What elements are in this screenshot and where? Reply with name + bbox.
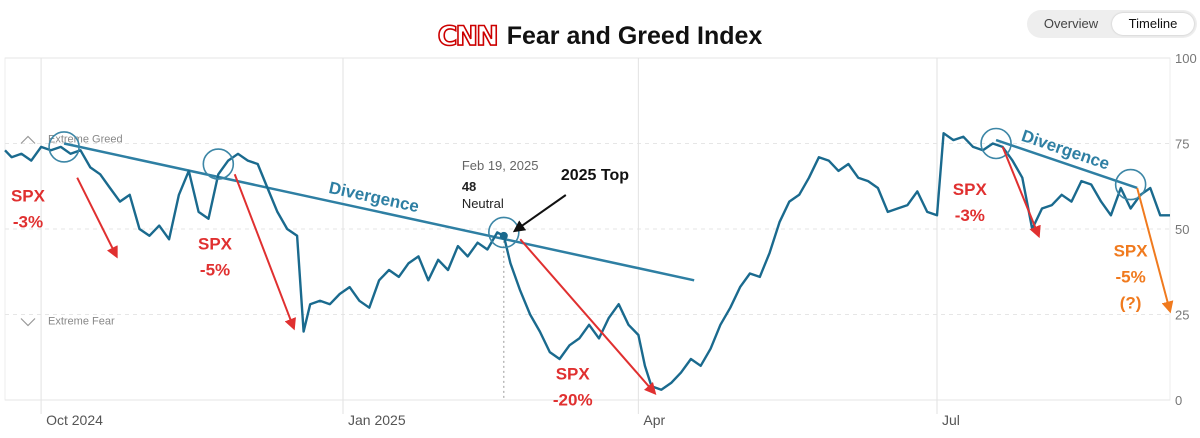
top-label: 2025 Top (561, 167, 629, 184)
spx-arrow (1001, 146, 1041, 239)
tooltip-rating: Neutral (462, 196, 504, 211)
top-arrow (512, 194, 567, 233)
highlight-circle (1114, 168, 1147, 201)
chevron-up-icon (20, 135, 36, 144)
zone-label: Extreme Greed (48, 134, 123, 146)
spx-change: -20% (553, 390, 593, 409)
view-toggle: Overview Timeline (1027, 10, 1197, 38)
x-tick-label: Jul (942, 412, 960, 428)
highlight-circle (202, 148, 235, 180)
spx-arrow (1136, 187, 1174, 314)
y-tick-label: 0 (1175, 393, 1182, 408)
spx-label: SPX (556, 364, 591, 383)
highlight-circle (48, 131, 80, 163)
x-tick-label: Jan 2025 (348, 412, 406, 428)
tooltip-date: Feb 19, 2025 (462, 158, 539, 173)
y-tick-label: 75 (1175, 137, 1189, 152)
spx-change: -3% (13, 213, 43, 232)
spx-label: SPX (11, 187, 46, 206)
x-tick-label: Oct 2024 (46, 412, 103, 428)
y-tick-label: 25 (1175, 308, 1189, 323)
spx-arrow (76, 177, 118, 259)
overview-tab[interactable]: Overview (1043, 16, 1099, 31)
spx-change: -5% (200, 261, 230, 280)
tooltip-value: 48 (462, 179, 476, 194)
y-tick-label: 50 (1175, 222, 1189, 237)
highlight-circle (488, 216, 520, 249)
divergence-label: Divergence (1019, 126, 1112, 173)
x-tick-label: Apr (643, 412, 665, 428)
divergence-line (63, 142, 695, 282)
index-line (4, 131, 1170, 391)
y-tick-label: 100 (1175, 51, 1197, 66)
spx-change: -3% (955, 206, 985, 225)
spx-arrow (233, 173, 296, 331)
spx-arrow (519, 238, 657, 395)
spx-change: -5% (1116, 267, 1146, 286)
chart-header: CNN Fear and Greed Index (0, 14, 1200, 58)
spx-label: SPX (198, 235, 233, 254)
divergence-line (995, 138, 1138, 190)
spx-suffix: (?) (1120, 293, 1142, 312)
tooltip-point (499, 231, 508, 240)
cnn-logo: CNN (437, 20, 500, 53)
timeline-tab[interactable]: Timeline (1112, 13, 1194, 35)
spx-label: SPX (1114, 241, 1149, 260)
zone-label: Extreme Fear (48, 316, 115, 328)
highlight-circle (980, 127, 1012, 160)
chevron-down-icon (20, 318, 36, 327)
page-title: Fear and Greed Index (506, 21, 763, 50)
spx-label: SPX (953, 180, 988, 199)
plot-frame (4, 57, 1171, 401)
